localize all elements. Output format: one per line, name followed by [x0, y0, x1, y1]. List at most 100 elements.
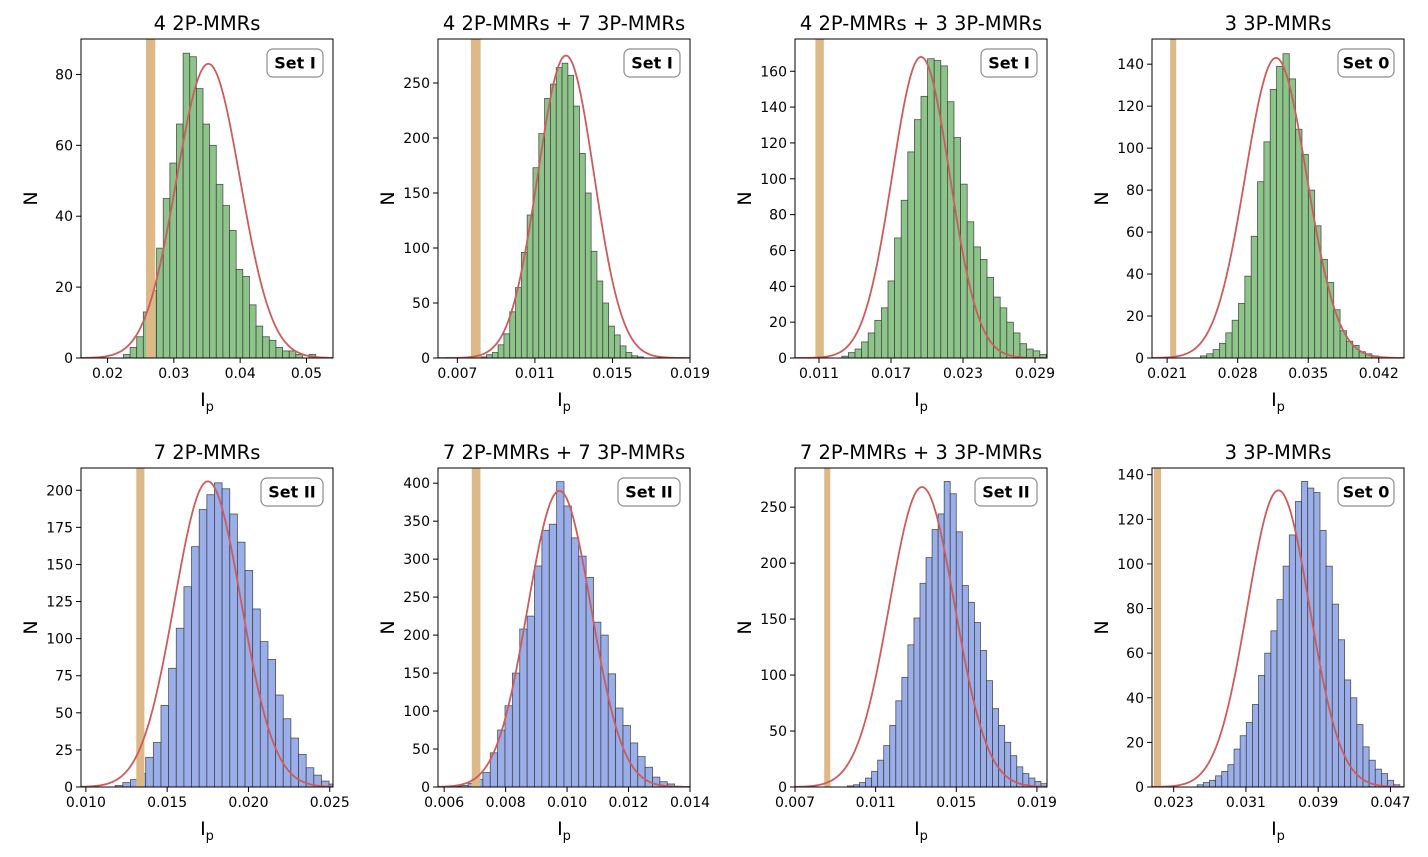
axes-frame [1151, 38, 1405, 359]
histogram-bar [940, 65, 948, 358]
x-axis-label-main: I [557, 389, 563, 411]
histogram-bar [999, 307, 1008, 358]
histogram-bar [1288, 78, 1297, 358]
histogram-bar [861, 341, 869, 358]
histogram-bar [1258, 675, 1266, 787]
histogram-bar [1307, 487, 1315, 787]
plot-area [438, 468, 690, 787]
histogram-bar [919, 582, 927, 787]
x-tick-label: 0.025 [310, 795, 350, 811]
histogram-bar [1331, 603, 1339, 787]
histogram-bar [953, 137, 961, 358]
gaussian-fit-line [438, 54, 690, 358]
y-tick-label: 0 [64, 780, 73, 796]
x-tick-label: 0.015 [936, 795, 976, 811]
histogram-bar [943, 481, 951, 787]
y-tick-label: 60 [769, 243, 787, 259]
x-axis-label-subscript: p [920, 400, 928, 415]
y-tick-label: 20 [1126, 735, 1144, 751]
histogram-bar [1019, 343, 1027, 358]
histogram-bar [619, 345, 627, 358]
histogram-bar [867, 332, 876, 358]
histogram-bar [541, 529, 550, 787]
histogram-bar [1245, 721, 1253, 787]
histogram-bar [215, 183, 224, 358]
plot-area [1152, 468, 1404, 787]
y-tick-label: 200 [46, 483, 73, 499]
y-tick-label: 0 [1135, 780, 1144, 796]
histogram-bar [1344, 679, 1352, 787]
histogram-bar [275, 694, 284, 787]
y-axis-label: N [20, 191, 42, 205]
plot-area [795, 39, 1047, 358]
y-tick-label: 150 [403, 666, 430, 682]
histogram-bar [1212, 349, 1220, 358]
subplot-title: 3 3P-MMRs [1225, 441, 1332, 464]
histogram-bar [152, 742, 162, 787]
histogram-bar [198, 509, 208, 787]
y-tick-label: 0 [778, 351, 787, 367]
x-axis-label: Ip [914, 818, 928, 844]
plot-area [81, 39, 333, 358]
histogram-bar [986, 276, 994, 358]
histogram-bar [242, 276, 250, 358]
x-tick-label: 0.019 [1017, 795, 1057, 811]
x-tick-label: 0.02 [92, 366, 123, 382]
histogram-bar [563, 505, 572, 787]
x-axis-label-main: I [1271, 818, 1277, 840]
threshold-band [815, 39, 824, 358]
y-tick-label: 140 [760, 100, 787, 116]
plot-area [81, 468, 333, 787]
x-tick-label: 0.011 [799, 366, 839, 382]
y-tick-label: 40 [769, 279, 787, 295]
y-tick-label: 40 [55, 209, 73, 225]
set-badge-label: Set I [988, 54, 1030, 73]
x-axis-label-main: I [557, 818, 563, 840]
x-tick-label: 0.019 [670, 366, 710, 382]
y-axis-label: N [377, 620, 399, 634]
histogram-bar [854, 348, 862, 358]
histogram-bar [1244, 275, 1252, 358]
histogram-bar [608, 325, 615, 358]
y-tick-label: 25 [55, 743, 73, 759]
histogram-bar [1026, 348, 1034, 358]
histogram-bar [482, 772, 491, 787]
x-axis-label-main: I [200, 818, 206, 840]
y-tick-label: 80 [1126, 183, 1144, 199]
histogram-bar [1269, 88, 1277, 358]
x-tick-label: 0.031 [1226, 795, 1266, 811]
histogram-bar [1227, 764, 1235, 787]
x-axis-label-main: I [914, 389, 920, 411]
histogram-bar [1314, 225, 1322, 358]
y-tick-label: 125 [46, 595, 73, 611]
histogram-bar [600, 634, 609, 787]
subplot-title: 4 2P-MMRs + 3 3P-MMRs [800, 12, 1042, 35]
axes-frame [437, 38, 691, 359]
set-badge-label: Set II [268, 483, 316, 502]
gaussian-fit-line [795, 486, 1047, 787]
x-axis-label-subscript: p [563, 829, 571, 844]
subplot-title: 3 3P-MMRs [1225, 12, 1332, 35]
subplot-5: 0.010 0.015 0.020 0.025 0 25 50 75 100 125 150 175 2… [20, 441, 350, 844]
y-tick-label: 80 [1126, 602, 1144, 618]
histogram-bar [887, 280, 895, 358]
histogram-bar [874, 319, 882, 358]
histogram-bar [579, 152, 586, 358]
x-tick-label: 0.029 [1015, 366, 1055, 382]
y-tick-label: 150 [46, 557, 73, 573]
histogram-bar [1301, 480, 1309, 787]
axes-frame [1151, 467, 1405, 788]
threshold-band [145, 39, 156, 358]
y-tick-label: 100 [1117, 141, 1144, 157]
histogram-bar [848, 352, 856, 358]
histogram-bar [947, 101, 955, 358]
histogram-bar [1238, 303, 1246, 358]
subplot-1: 0.02 0.03 0.04 0.05 0 20 40 60 80 4 2P-MMRs N Ip Set… [20, 12, 334, 415]
x-axis-label: Ip [200, 818, 214, 844]
y-tick-label: 100 [403, 704, 430, 720]
histogram-bar [1209, 779, 1216, 787]
x-tick-label: 0.039 [1298, 795, 1338, 811]
histogram-bar [123, 354, 131, 358]
y-tick-label: 200 [760, 556, 787, 572]
histogram-bar [644, 766, 653, 787]
